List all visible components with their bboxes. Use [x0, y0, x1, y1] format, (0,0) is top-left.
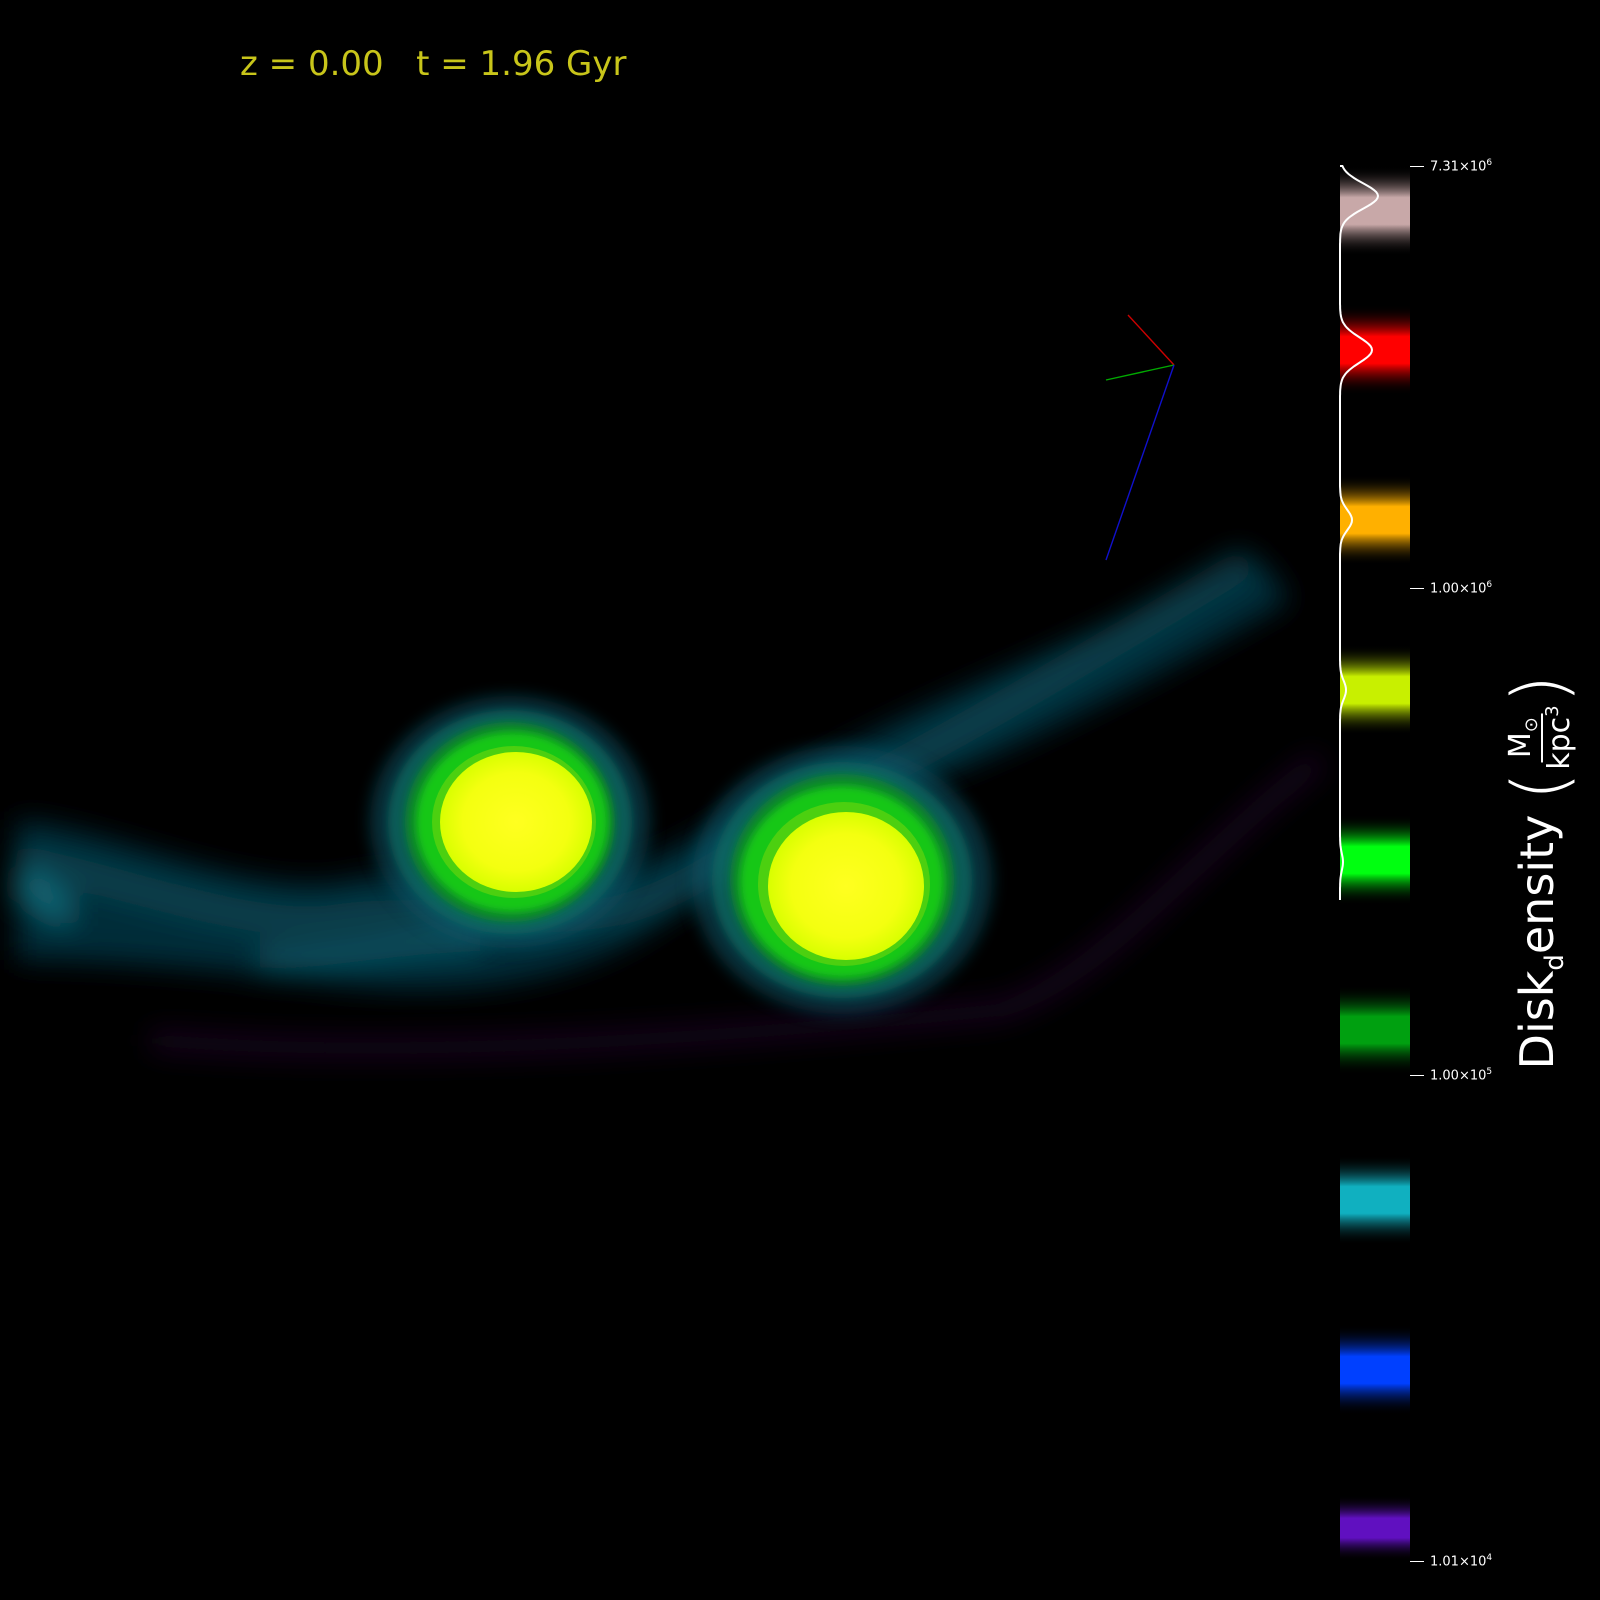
galaxy-right [692, 746, 992, 1014]
colorbar [1340, 166, 1410, 1561]
cb-tick-3-mantissa: 1.00 [1430, 1068, 1459, 1084]
colorbar-title: Diskdensity ( M⊙ kpc3 ) [1497, 674, 1583, 1070]
colorbar-band-6 [1340, 985, 1410, 1075]
faint-purple-halo [149, 752, 1327, 1059]
colorbar-band-3 [1340, 475, 1410, 565]
colorbar-band-1 [1340, 166, 1410, 256]
cb-tick-4-mantissa: 1.01 [1430, 1554, 1459, 1570]
colorbar-transfer-curve [1339, 165, 1380, 900]
cb-tick-1-mantissa: 7.31 [1430, 159, 1459, 175]
cb-tick-4-exp: 4 [1486, 1553, 1493, 1563]
cb-tick-2-mantissa: 1.00 [1430, 581, 1459, 597]
colorbar-band-8 [1340, 1325, 1410, 1415]
triad-z-axis [1105, 364, 1175, 561]
orientation-triad [1105, 314, 1175, 561]
colorbar-band-5 [1340, 815, 1410, 905]
colorbar-band-4 [1340, 645, 1410, 735]
cb-tick-1-exp: 6 [1486, 158, 1493, 168]
colorbar-label: Diskdensity [1509, 814, 1571, 1070]
triad-y-axis [1105, 364, 1175, 381]
colorbar-band-7 [1340, 1155, 1410, 1245]
redshift-text: z = 0.00 [240, 44, 384, 84]
redshift-time-label: z = 0.00 t = 1.96 Gyr [240, 44, 627, 84]
galaxy-left [370, 696, 650, 948]
triad-x-axis [1127, 314, 1175, 366]
colorbar-unit: ( M⊙ kpc3 ) [1497, 674, 1583, 801]
gas-filament [9, 547, 1290, 990]
cb-tick-3-exp: 5 [1486, 1067, 1493, 1077]
cb-tick-2-exp: 6 [1486, 580, 1493, 590]
colorbar-band-2 [1340, 305, 1410, 395]
time-text: t = 1.96 Gyr [416, 44, 627, 84]
colorbar-band-9 [1340, 1495, 1410, 1561]
